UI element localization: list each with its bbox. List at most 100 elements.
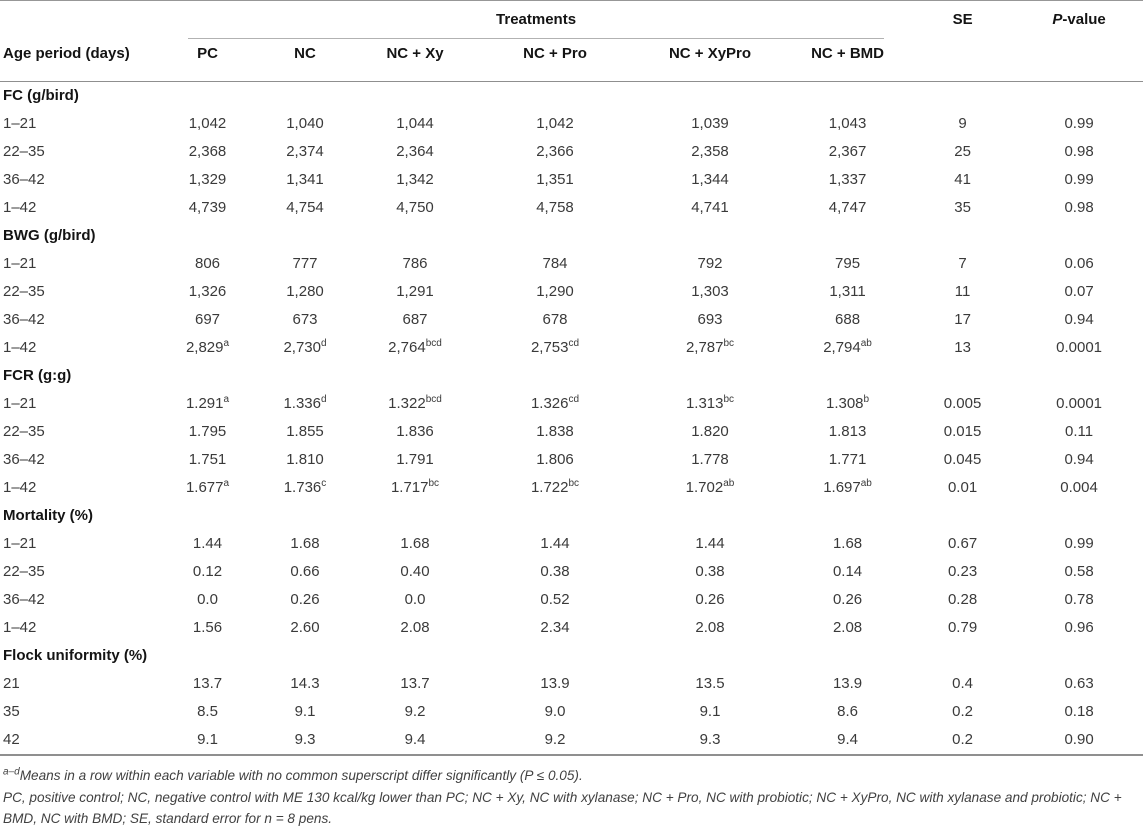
column-header-pc: PC <box>160 39 255 82</box>
cell-value: 8.5 <box>197 703 218 720</box>
cell-value: 9.1 <box>294 703 316 720</box>
cell-value: 1.838 <box>536 423 574 440</box>
cell-value: 9.0 <box>544 703 566 720</box>
p-value-cell: 0.58 <box>1064 563 1094 580</box>
cell-value: 1.677 <box>185 479 224 496</box>
p-value-cell: 0.99 <box>1064 535 1094 552</box>
cell-value: 1.722 <box>530 479 569 496</box>
cell-value: 0.38 <box>695 563 725 580</box>
cell-value: 0.12 <box>192 563 223 580</box>
table-row: 22–35 1.795 1.855 1.836 1.838 1.820 1.813 0.015… <box>0 418 1143 446</box>
cell-value: 784 <box>542 255 568 272</box>
cell-value: 1.702 <box>685 479 724 496</box>
p-value-rest-part: -value <box>1062 11 1106 28</box>
value-cell: 4,750 <box>355 194 475 222</box>
cell-value: 1,280 <box>286 283 324 300</box>
value-cell: 2,730d <box>255 334 355 362</box>
p-value-cell: 0.07 <box>1064 283 1094 300</box>
value-cell: 1.697ab <box>785 474 910 502</box>
cell-value: 14.3 <box>290 675 320 692</box>
cell-value: 2.08 <box>695 619 725 636</box>
value-cell: 2,368 <box>160 138 255 166</box>
value-cell: 0.0 <box>160 586 255 614</box>
table-body: FC (g/bird) 1–21 1,042 1,040 1,044 1,042 1,039… <box>0 82 1143 756</box>
value-cell: 1,044 <box>355 110 475 138</box>
value-cell: 1.806 <box>475 446 635 474</box>
age-period-cell: 1–21 <box>3 115 37 132</box>
value-cell: 4,739 <box>160 194 255 222</box>
cell-value: 693 <box>697 311 723 328</box>
value-cell: 0.12 <box>160 558 255 586</box>
se-cell: 0.4 <box>952 675 973 692</box>
value-cell: 1,342 <box>355 166 475 194</box>
cell-value: 687 <box>402 311 428 328</box>
p-value-cell: 0.99 <box>1064 115 1094 132</box>
value-cell: 4,758 <box>475 194 635 222</box>
cell-value: 2,753 <box>530 339 569 356</box>
value-cell: 1,291 <box>355 278 475 306</box>
value-cell: 1,303 <box>635 278 785 306</box>
se-cell: 7 <box>958 255 967 272</box>
value-cell: 1.313bc <box>635 390 785 418</box>
cell-value: 697 <box>194 311 221 328</box>
table-row: 21 13.7 14.3 13.7 13.9 13.5 13.9 0.4 0.63 <box>0 670 1143 698</box>
cell-value: 13.5 <box>695 675 725 692</box>
value-cell: 1.810 <box>255 446 355 474</box>
p-value-cell: 0.96 <box>1064 619 1094 636</box>
cell-superscript: bc <box>723 338 735 349</box>
section-title: Flock uniformity (%) <box>3 647 148 664</box>
value-cell: 4,747 <box>785 194 910 222</box>
value-cell: 1,043 <box>785 110 910 138</box>
value-cell: 9.4 <box>355 726 475 755</box>
significance-footnote: a–dMeans in a row within each variable w… <box>3 765 1139 786</box>
p-value-cell: 0.94 <box>1064 451 1094 468</box>
table-row: 22–35 0.12 0.66 0.40 0.38 0.38 0.14 0.23 0.58 <box>0 558 1143 586</box>
cell-value: 1,311 <box>829 283 866 300</box>
cell-value: 795 <box>835 255 861 272</box>
value-cell: 0.26 <box>635 586 785 614</box>
age-period-column-header: Age period (days) <box>0 39 160 82</box>
age-period-cell: 1–42 <box>3 199 37 216</box>
cell-value: 688 <box>835 311 861 328</box>
cell-value: 1,042 <box>536 115 574 132</box>
cell-value: 2,829 <box>185 339 224 356</box>
value-cell: 1.44 <box>160 530 255 558</box>
value-cell: 697 <box>160 306 255 334</box>
age-period-cell: 22–35 <box>3 563 45 580</box>
value-cell: 2,367 <box>785 138 910 166</box>
value-cell: 2.08 <box>635 614 785 642</box>
p-value-cell: 0.98 <box>1064 143 1094 160</box>
p-value-cell: 0.0001 <box>1056 339 1103 356</box>
cell-value: 1.791 <box>396 451 434 468</box>
section-header-row: FC (g/bird) <box>0 82 1143 111</box>
value-cell: 0.38 <box>635 558 785 586</box>
cell-value: 2,364 <box>396 143 434 160</box>
age-period-cell: 1–42 <box>3 479 37 496</box>
table-row: 36–42 1,329 1,341 1,342 1,351 1,344 1,337 41 0.9… <box>0 166 1143 194</box>
cell-value: 13.9 <box>540 675 570 692</box>
cell-value: 1.751 <box>188 451 227 468</box>
value-cell: 13.7 <box>355 670 475 698</box>
significance-footnote-text: Means in a row within each variable with… <box>19 768 583 783</box>
p-value-cell: 0.78 <box>1064 591 1094 608</box>
cell-value: 1.771 <box>828 451 867 468</box>
cell-superscript: ab <box>860 338 872 349</box>
value-cell: 1.855 <box>255 418 355 446</box>
cell-value: 1.56 <box>192 619 223 636</box>
value-cell: 2.08 <box>785 614 910 642</box>
cell-value: 1,042 <box>188 115 227 132</box>
cell-value: 9.3 <box>294 731 316 748</box>
cell-superscript: b <box>863 394 870 405</box>
cell-value: 2,764 <box>388 339 426 356</box>
cell-superscript: bcd <box>425 394 442 405</box>
value-cell: 1.326cd <box>475 390 635 418</box>
cell-value: 1,337 <box>828 171 867 188</box>
significance-footnote-superscript: a–d <box>3 766 20 778</box>
value-cell: 9.2 <box>475 726 635 755</box>
cell-value: 1.697 <box>823 479 861 496</box>
age-period-cell: 36–42 <box>3 311 45 328</box>
value-cell: 8.6 <box>785 698 910 726</box>
value-cell: 1,341 <box>255 166 355 194</box>
value-cell: 1,337 <box>785 166 910 194</box>
